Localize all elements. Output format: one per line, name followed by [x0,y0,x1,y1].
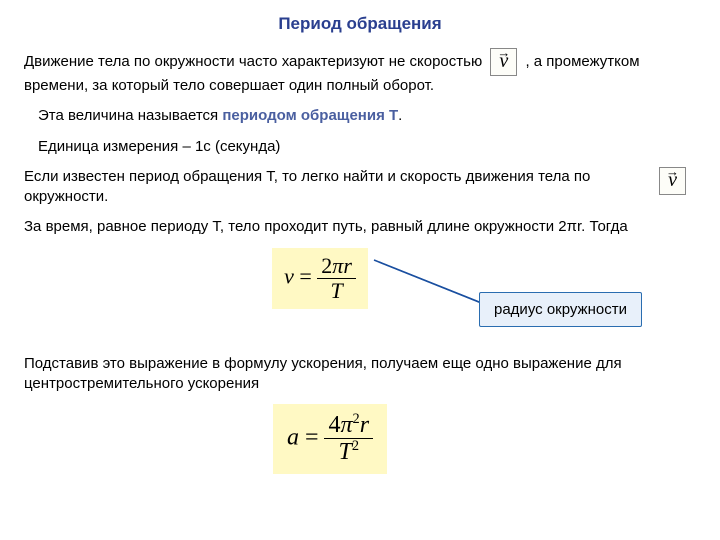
paragraph-6: Подставив это выражение в формулу ускоре… [24,354,696,395]
p4-text: Если известен период обращения Т, то лег… [24,168,590,205]
p2-text-a: Эта величина называется [38,107,222,124]
p1-text-a: Движение тела по окружности часто характ… [24,53,482,70]
formula-velocity: v = 2πr T [272,248,368,309]
paragraph-2: Эта величина называется периодом обращен… [24,106,696,126]
paragraph-5: За время, равное периоду Т, тело проходи… [24,217,696,237]
paragraph-3: Единица измерения – 1с (секунда) [24,137,696,157]
formula-1-row: v = 2πr T радиус окружности [24,248,696,326]
formula-acceleration: a = 4π2r T2 [273,404,387,474]
term-period: периодом обращения Т [222,107,398,124]
velocity-symbol-1: →v [490,48,517,76]
p2-text-b: . [398,107,402,124]
velocity-symbol-2: →v [659,167,686,195]
paragraph-1: Движение тела по окружности часто характ… [24,48,696,96]
page-title: Период обращения [24,14,696,34]
callout-radius: радиус окружности [479,292,642,327]
paragraph-4: Если известен период обращения Т, то лег… [24,167,696,208]
formula-2-row: a = 4π2r T2 [24,404,696,474]
